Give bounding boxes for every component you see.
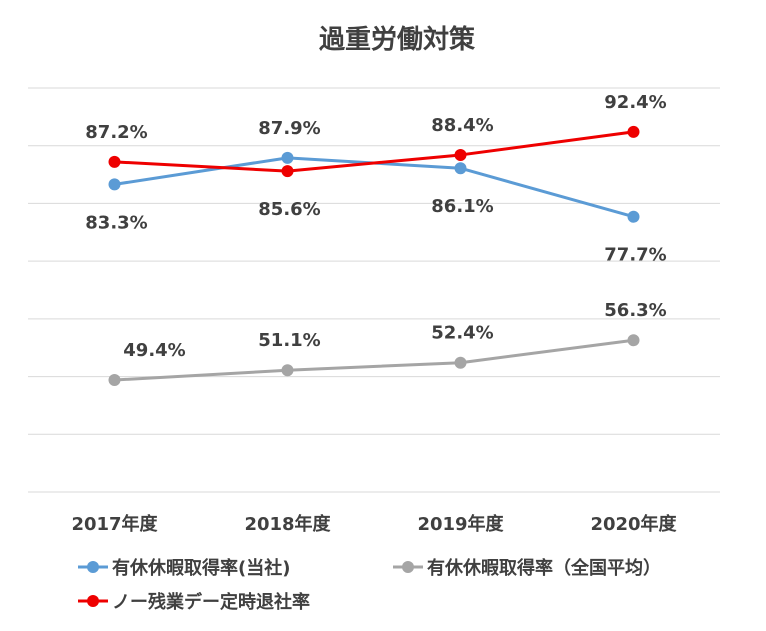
- gridlines: [28, 87, 720, 493]
- data-point: [454, 356, 467, 369]
- data-point: [281, 151, 294, 164]
- data-label: 92.4%: [604, 92, 666, 113]
- legend-label: 有休休暇取得率(当社): [112, 557, 290, 579]
- series-line: [114, 130, 634, 173]
- data-point: [281, 165, 294, 178]
- data-label: 49.4%: [123, 340, 185, 361]
- x-tick-label: 2020年度: [590, 513, 677, 535]
- data-point: [454, 162, 467, 175]
- x-tick-label: 2018年度: [244, 513, 331, 535]
- legend-label: 有休休暇取得率（全国平均）: [427, 557, 661, 579]
- data-label: 86.1%: [431, 196, 493, 217]
- data-point: [108, 178, 121, 191]
- legend-marker: [87, 561, 99, 573]
- series-lines: [114, 130, 634, 382]
- data-label: 87.9%: [258, 118, 320, 139]
- data-point: [627, 125, 640, 138]
- legend-marker: [87, 595, 99, 607]
- data-point: [454, 148, 467, 161]
- data-label: 77.7%: [604, 245, 666, 266]
- x-axis-ticks: 2017年度 2018年度 2019年度 2020年度: [71, 513, 677, 535]
- data-labels: 83.3% 87.9% 86.1% 77.7% 49.4% 51.1% 52.4% 56.3%…: [85, 92, 666, 361]
- data-label: 52.4%: [431, 323, 493, 344]
- data-point: [108, 155, 121, 168]
- chart-title: 過重労働対策: [319, 24, 475, 55]
- x-tick-label: 2019年度: [417, 513, 504, 535]
- x-tick-label: 2017年度: [71, 513, 158, 535]
- data-label: 88.4%: [431, 115, 493, 136]
- series-line: [114, 338, 634, 382]
- series-points: [108, 125, 640, 387]
- legend-label: ノー残業デー定時退社率: [112, 591, 310, 613]
- data-label: 85.6%: [258, 199, 320, 220]
- data-label: 83.3%: [85, 212, 147, 233]
- data-point: [627, 210, 640, 223]
- data-point: [108, 374, 121, 387]
- data-label: 87.2%: [85, 122, 147, 143]
- data-point: [627, 334, 640, 347]
- data-label: 51.1%: [258, 330, 320, 351]
- data-label: 56.3%: [604, 300, 666, 321]
- legend: 有休休暇取得率(当社) 有休休暇取得率（全国平均） ノー残業デー定時退社率: [78, 557, 661, 613]
- legend-marker: [402, 561, 414, 573]
- data-point: [281, 364, 294, 377]
